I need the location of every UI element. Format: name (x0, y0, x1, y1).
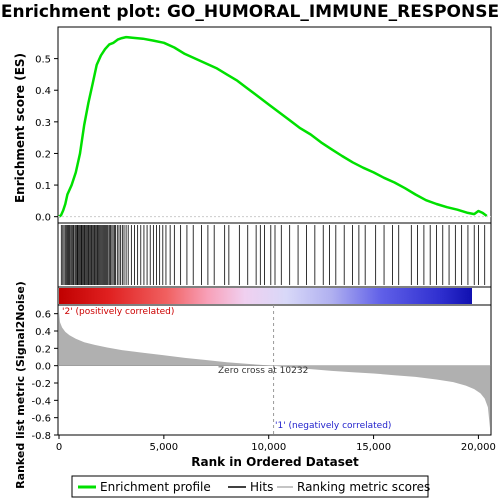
es-ylabel: Enrichment score (ES) (13, 53, 27, 203)
metric-y-tick-label: 0.4 (35, 327, 51, 338)
x-tick-label: 5,000 (150, 442, 179, 453)
legend-hits-label: Hits (250, 480, 273, 494)
metric-y-tick-label: 0.2 (35, 344, 51, 355)
hit-marks (60, 225, 486, 285)
chart-title: Enrichment plot: GO_HUMORAL_IMMUNE_RESPO… (0, 2, 500, 22)
legend-box (71, 475, 429, 498)
metric-y-tick-label: -0.6 (31, 414, 51, 425)
es-panel-frame (57, 26, 492, 224)
es-y-tick-label: 0.5 (35, 55, 51, 66)
legend-metric-label: Ranking metric scores (297, 480, 430, 494)
es-y-tick-label: 0.3 (35, 118, 51, 129)
legend-es-label: Enrichment profile (100, 480, 211, 494)
x-tick-label: 10,000 (251, 442, 286, 453)
metric-ylabel: Ranked list metric (Signal2Noise) (14, 281, 27, 489)
metric-y-tick-label: 0.0 (35, 362, 51, 373)
negative-correlation-label: '1' (negatively correlated) (275, 421, 391, 431)
xlabel: Rank in Ordered Dataset (191, 455, 359, 469)
es-profile-line (58, 35, 488, 218)
positive-correlation-label: '2' (positively correlated) (62, 307, 174, 317)
es-y-tick-label: 0.1 (35, 181, 51, 192)
metric-y-tick-label: 0.6 (35, 310, 51, 321)
axes: 0.0 0.1 0.2 0.3 0.4 0.5 -0.8 -0.6 -0.4 -0.2 0.0 0.2… (31, 55, 495, 453)
x-tick-label: 20,000 (461, 442, 496, 453)
hits-panel-frame (57, 222, 492, 288)
metric-area-fill (59, 311, 490, 429)
metric-y-tick-label: -0.2 (31, 379, 51, 390)
rank-heatbar (59, 288, 472, 304)
es-y-tick-label: 0.0 (35, 213, 51, 224)
metric-y-tick-label: -0.8 (31, 431, 51, 442)
es-y-tick-label: 0.2 (35, 149, 51, 160)
x-tick-label: 15,000 (356, 442, 391, 453)
zero-cross-label: Zero cross at 10232 (218, 366, 308, 376)
metric-area (58, 311, 491, 429)
es-curve (58, 35, 488, 218)
metric-panel-frame (57, 304, 492, 436)
es-y-tick-label: 0.4 (35, 86, 51, 97)
metric-y-tick-label: -0.4 (31, 396, 51, 407)
x-tick-label: 0 (56, 442, 62, 453)
